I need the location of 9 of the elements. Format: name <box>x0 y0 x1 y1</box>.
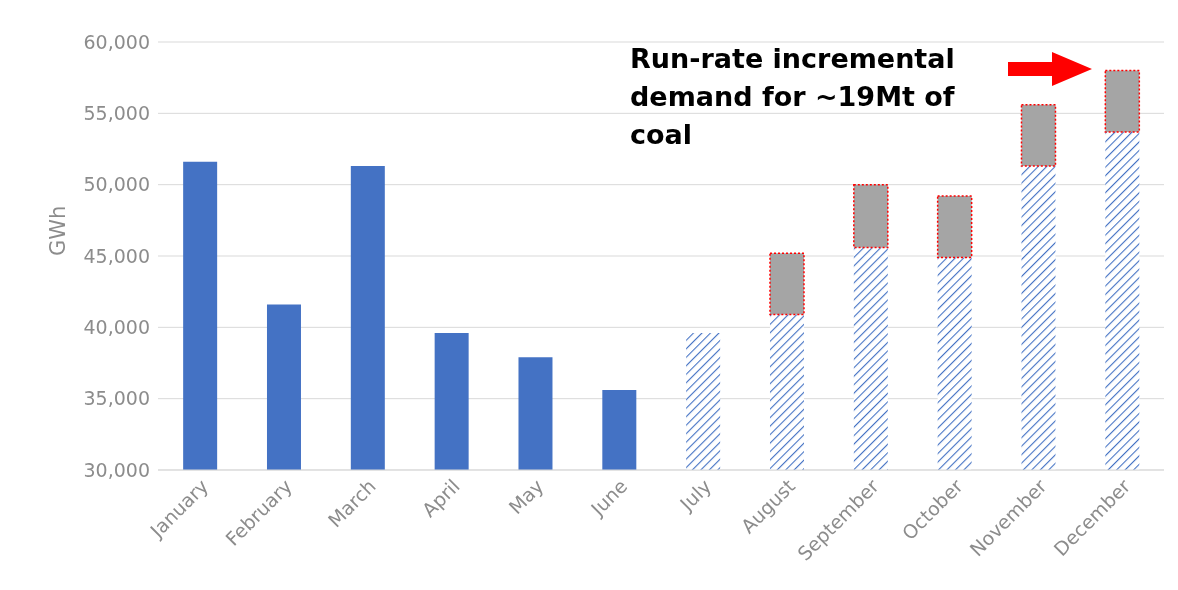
y-axis-title: GWh <box>46 205 71 256</box>
y-tick-label: 60,000 <box>83 30 150 53</box>
annotation: Run-rate incremental demand for ~19Mt of coal <box>630 42 956 152</box>
y-tick-label: 55,000 <box>83 102 150 125</box>
y-tick-label: 50,000 <box>83 173 150 196</box>
y-tick-label: 40,000 <box>83 316 150 339</box>
y-tick-label: 30,000 <box>83 458 150 481</box>
y-tick-label: 45,000 <box>83 244 150 267</box>
y-tick-label: 35,000 <box>83 387 150 410</box>
